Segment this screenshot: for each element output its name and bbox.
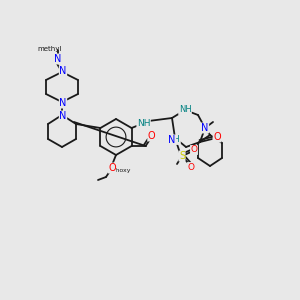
Text: N: N (54, 54, 62, 64)
Text: N: N (59, 66, 67, 76)
Text: N: N (201, 123, 209, 133)
Text: O: O (108, 163, 116, 173)
Text: O: O (188, 163, 194, 172)
Text: O: O (148, 131, 155, 141)
Text: N: N (59, 111, 67, 121)
Text: S: S (179, 151, 185, 161)
Text: N: N (59, 98, 67, 108)
Text: NH: NH (168, 136, 180, 145)
Text: NH: NH (178, 106, 191, 115)
Text: O: O (190, 146, 197, 154)
Text: O: O (213, 132, 221, 142)
Text: N: N (168, 135, 176, 145)
Text: NH: NH (137, 118, 150, 127)
Text: ethoxy: ethoxy (110, 168, 131, 173)
Text: methyl: methyl (38, 46, 62, 52)
